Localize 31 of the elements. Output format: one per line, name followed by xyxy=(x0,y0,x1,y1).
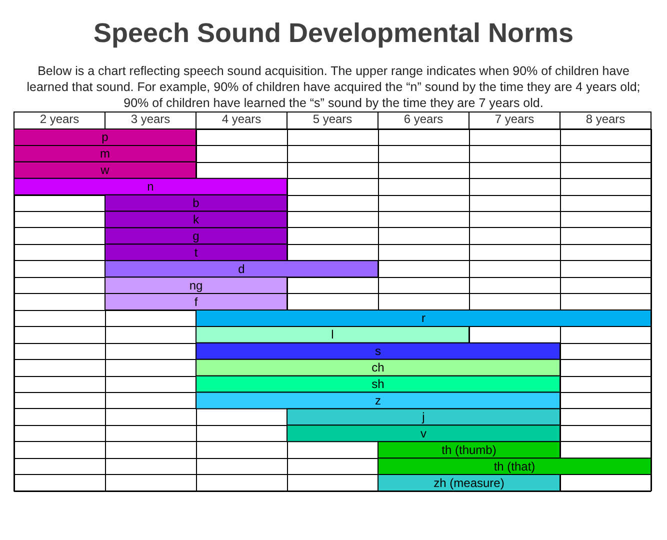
chart-subtitle: Below is a chart reflecting speech sound acquisition. The upper range indicates when 90% of children have learned that sound. For example, 90% of children have acquired the “n” sound by the time they are 4 years old; 90% of children have learned the “s” sound by the time they are 7 years old. xyxy=(26,63,642,111)
y-tick-label: p xyxy=(102,130,109,144)
y-tick-label: s xyxy=(375,344,381,358)
y-tick-label: f xyxy=(194,294,198,309)
y-tick-label: z xyxy=(375,394,381,408)
y-tick-label: n xyxy=(147,180,154,194)
x-tick-label: 4 years xyxy=(222,112,262,126)
y-tick-label: r xyxy=(422,311,426,326)
y-tick-label: m xyxy=(100,146,110,161)
chart-title: Speech Sound Developmental Norms xyxy=(92,18,575,49)
y-tick-label: sh xyxy=(372,377,384,392)
x-tick-label: 6 years xyxy=(404,112,444,126)
y-tick-label: w xyxy=(100,163,110,178)
x-tick-label: 2 years xyxy=(40,112,80,126)
y-tick-label: t xyxy=(194,245,198,260)
y-tick-label: v xyxy=(420,426,426,440)
x-tick-label: 3 years xyxy=(130,112,170,126)
y-tick-label: b xyxy=(192,196,200,210)
y-tick-label: ch xyxy=(372,360,384,375)
x-tick-label: 8 years xyxy=(586,112,626,126)
y-tick-label: ng xyxy=(189,278,203,292)
y-tick-label: j xyxy=(421,410,425,424)
x-tick-label: 5 years xyxy=(312,112,352,126)
y-tick-label: g xyxy=(192,228,200,243)
y-tick-label: d xyxy=(238,262,245,276)
y-tick-label: th (thumb) xyxy=(442,442,496,457)
y-tick-label: l xyxy=(331,328,334,342)
x-tick-label: 7 years xyxy=(494,112,534,126)
y-tick-label: k xyxy=(193,212,200,226)
y-tick-label: th (that) xyxy=(494,459,536,474)
y-tick-label: zh (measure) xyxy=(434,476,504,490)
